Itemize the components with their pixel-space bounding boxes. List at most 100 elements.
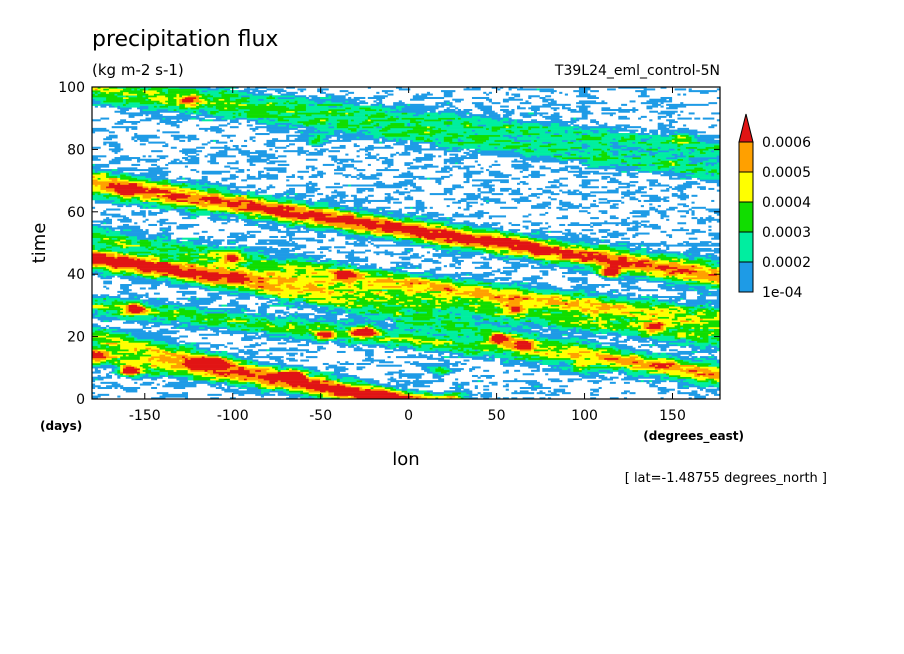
heatmap-cell xyxy=(590,364,608,367)
heatmap-cell xyxy=(432,230,439,233)
heatmap-cell xyxy=(519,235,529,238)
heatmap-cell xyxy=(415,330,419,333)
heatmap-cell xyxy=(699,374,704,377)
heatmap-cell xyxy=(227,342,234,345)
heatmap-cell xyxy=(522,373,535,376)
heatmap-cell xyxy=(598,229,611,232)
heatmap-cell xyxy=(227,284,248,287)
heatmap-cell xyxy=(615,273,619,276)
heatmap-cell xyxy=(519,352,526,355)
heatmap-cell xyxy=(477,306,495,309)
heatmap-cell xyxy=(272,223,287,226)
heatmap-cell xyxy=(277,380,281,383)
heatmap-cell xyxy=(283,302,301,305)
heatmap-cell xyxy=(412,285,431,288)
heatmap-cell xyxy=(714,280,718,283)
heatmap-cell xyxy=(657,306,670,309)
heatmap-cell xyxy=(362,359,386,362)
heatmap-cell xyxy=(120,241,132,244)
heatmap-cell xyxy=(674,301,678,304)
heatmap-cell xyxy=(224,318,234,321)
heatmap-cell xyxy=(274,325,279,328)
heatmap-cell xyxy=(452,320,484,323)
heatmap-cell xyxy=(488,297,509,300)
heatmap-cell xyxy=(688,320,692,323)
heatmap-cell xyxy=(632,263,636,266)
heatmap-cell xyxy=(480,395,492,398)
heatmap-cell xyxy=(106,359,121,362)
heatmap-cell xyxy=(443,335,450,338)
heatmap-cell xyxy=(457,263,461,266)
heatmap-cell xyxy=(308,328,312,331)
heatmap-cell xyxy=(598,253,602,256)
heatmap-cell xyxy=(241,218,253,221)
heatmap-cell xyxy=(576,340,580,343)
heatmap-cell xyxy=(559,371,580,374)
heatmap-cell xyxy=(626,366,633,369)
heatmap-cell xyxy=(266,318,270,321)
heatmap-cell xyxy=(120,359,149,362)
heatmap-cell xyxy=(426,287,431,290)
heatmap-cell xyxy=(176,253,186,256)
heatmap-cell xyxy=(578,345,588,348)
heatmap-cell xyxy=(325,340,329,343)
heatmap-cell xyxy=(595,354,613,357)
heatmap-cell xyxy=(412,313,433,316)
heatmap-cell xyxy=(336,266,346,269)
heatmap-cell xyxy=(345,342,360,345)
heatmap-cell xyxy=(356,266,377,269)
heatmap-cell xyxy=(474,287,481,290)
heatmap-cell xyxy=(187,261,214,264)
heatmap-cell xyxy=(241,263,250,266)
heatmap-cell xyxy=(274,318,307,321)
heatmap-cell xyxy=(277,282,284,285)
heatmap-cell xyxy=(688,354,692,357)
heatmap-cell xyxy=(370,386,374,390)
heatmap-cell xyxy=(463,342,470,345)
heatmap-cell xyxy=(120,270,127,273)
heatmap-cell xyxy=(229,373,239,376)
heatmap-cell xyxy=(522,361,540,364)
heatmap-cell xyxy=(657,321,661,324)
heatmap-cell xyxy=(367,280,371,283)
heatmap-cell xyxy=(353,217,371,220)
heatmap-cell xyxy=(471,328,478,331)
heatmap-cell xyxy=(517,347,532,350)
heatmap-cell xyxy=(218,253,228,256)
heatmap-cell xyxy=(711,333,721,336)
heatmap-cell xyxy=(483,349,490,352)
heatmap-cell xyxy=(590,397,597,400)
heatmap-cell xyxy=(432,374,445,377)
heatmap-cell xyxy=(570,261,580,264)
heatmap-cell xyxy=(688,393,701,396)
heatmap-cell xyxy=(153,304,160,307)
heatmap-cell xyxy=(139,275,143,278)
heatmap-cell xyxy=(443,368,450,371)
heatmap-cell xyxy=(421,344,433,347)
heatmap-cell xyxy=(128,246,146,249)
heatmap-cell xyxy=(381,289,388,292)
heatmap-cell xyxy=(592,272,597,275)
heatmap-cell xyxy=(322,223,329,226)
heatmap-cell xyxy=(587,314,591,317)
heatmap-cell xyxy=(514,345,532,348)
heatmap-cell xyxy=(607,333,622,336)
heatmap-cell xyxy=(297,229,301,232)
heatmap-cell xyxy=(92,380,96,383)
heatmap-cell xyxy=(353,338,369,341)
heatmap-cell xyxy=(533,253,552,256)
heatmap-cell xyxy=(581,229,594,232)
heatmap-cell xyxy=(663,309,678,312)
heatmap-cell xyxy=(305,275,310,278)
heatmap-cell xyxy=(590,392,594,395)
heatmap-cell xyxy=(553,297,560,300)
heatmap-cell xyxy=(227,277,250,280)
heatmap-cell xyxy=(463,302,470,305)
heatmap-cell xyxy=(446,333,459,336)
heatmap-cell xyxy=(286,223,290,226)
heatmap-cell xyxy=(170,263,183,266)
heatmap-cell xyxy=(455,388,462,391)
heatmap-cell xyxy=(519,318,529,321)
heatmap-cell xyxy=(615,299,653,302)
heatmap-cell xyxy=(365,277,388,280)
